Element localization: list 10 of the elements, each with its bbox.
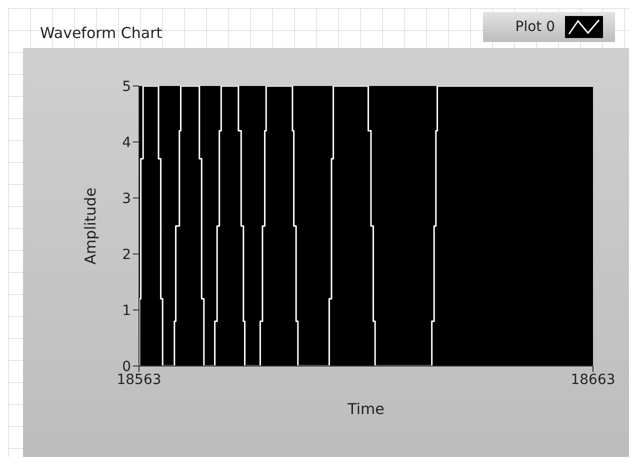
y-tick-label: 3 <box>122 190 131 207</box>
y-tick-label: 5 <box>122 78 131 95</box>
chart-title: Waveform Chart <box>40 24 162 42</box>
y-tick-label: 4 <box>122 134 132 151</box>
y-axis-title: Amplitude <box>81 188 100 264</box>
y-tick-label: 1 <box>122 302 131 319</box>
x-axis-title: Time <box>346 400 384 418</box>
legend-label: Plot 0 <box>515 19 555 35</box>
y-tick-label: 2 <box>122 246 131 263</box>
x-tick-label: 18663 <box>570 372 616 388</box>
